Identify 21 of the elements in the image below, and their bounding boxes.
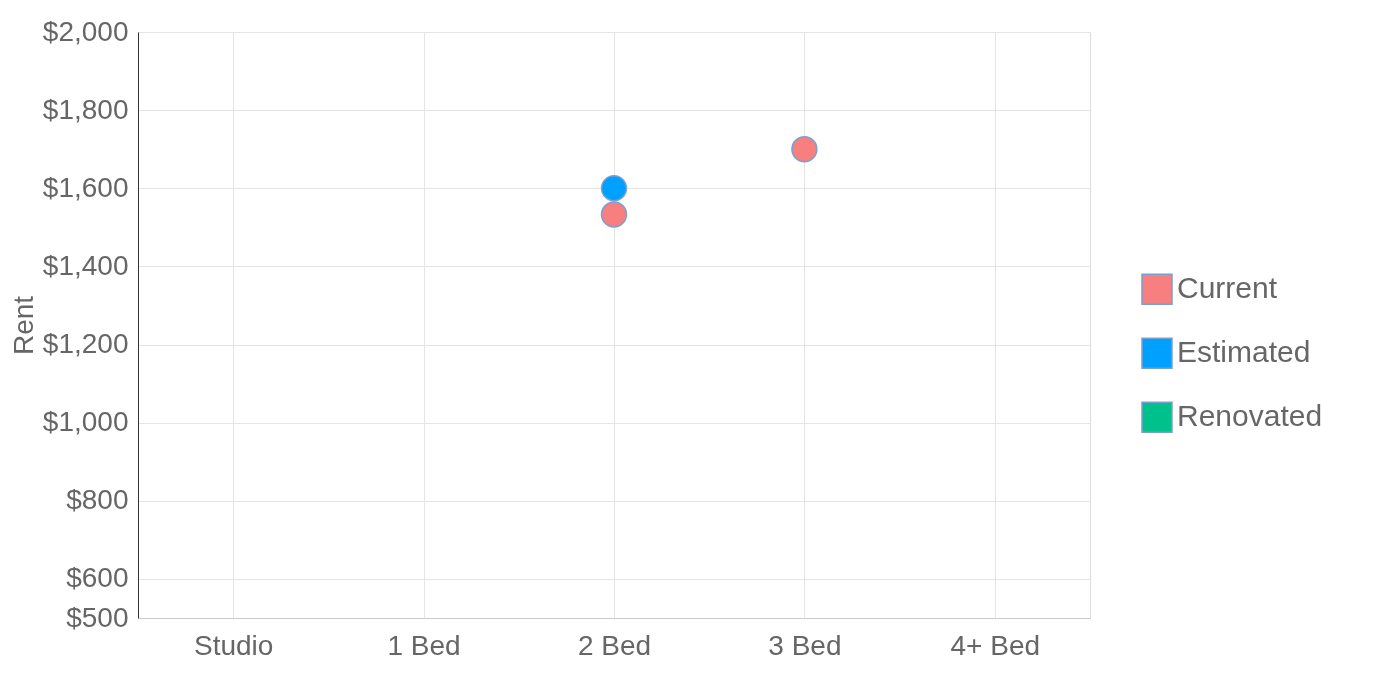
legend-label: Renovated bbox=[1177, 399, 1323, 433]
y-tick-label: $500 bbox=[66, 601, 129, 633]
x-tick-label: 3 Bed bbox=[768, 629, 842, 661]
point bbox=[600, 201, 628, 228]
y-tick-label: $2,000 bbox=[42, 15, 129, 47]
y-axis-title: Rent bbox=[7, 295, 39, 356]
legend-label: Current bbox=[1177, 271, 1278, 305]
y-tick-label: $800 bbox=[66, 484, 129, 516]
x-tick-label: 2 Bed bbox=[577, 629, 652, 661]
x-tick-label: Studio bbox=[194, 629, 274, 661]
y-tick-label: $1,600 bbox=[42, 171, 129, 203]
y-tick-label: $1,800 bbox=[42, 93, 129, 125]
y-tick-label: $1,400 bbox=[42, 249, 129, 281]
y-tick-label: $1,200 bbox=[42, 328, 129, 360]
x-tick-label: 1 Bed bbox=[387, 629, 461, 661]
legend-label: Estimated bbox=[1177, 335, 1311, 369]
point bbox=[600, 175, 628, 202]
y-tick-label: $600 bbox=[66, 562, 129, 594]
y-tick-label: $1,000 bbox=[42, 406, 129, 438]
x-tick-label: 4+ Bed bbox=[950, 629, 1041, 661]
point bbox=[791, 136, 818, 163]
